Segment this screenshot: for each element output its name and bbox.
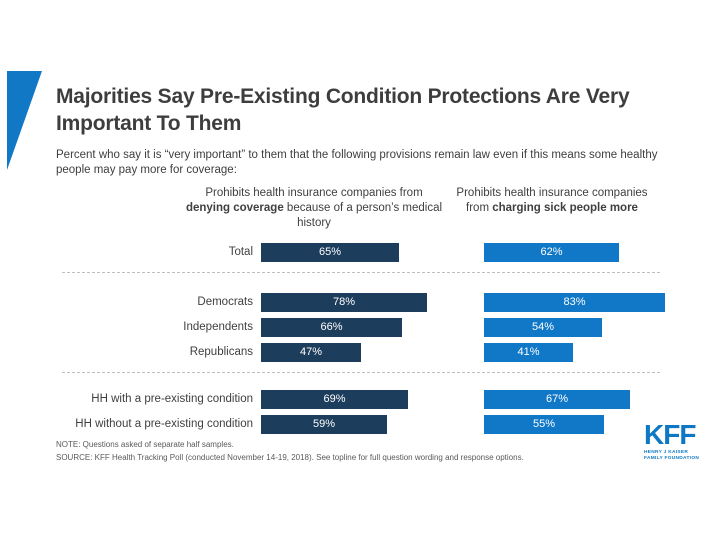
- footnotes: NOTE: Questions asked of separate half s…: [56, 439, 616, 465]
- dashed-divider-top: [62, 272, 660, 273]
- header-post-text: because of a person’s medical history: [283, 201, 443, 229]
- bar: 55%: [484, 415, 604, 434]
- row-label: HH with a pre-existing condition: [91, 393, 253, 405]
- header-pre-text: Prohibits health insurance companies fro…: [456, 187, 648, 214]
- bar: 83%: [484, 293, 665, 312]
- bar: 66%: [261, 318, 402, 337]
- header-bold-text: charging sick people more: [492, 201, 638, 214]
- bar: 59%: [261, 415, 387, 434]
- header-pre-text: Prohibits health insurance companies fro…: [205, 187, 423, 199]
- slide-subtitle: Percent who say it is “very important” t…: [56, 149, 658, 176]
- kff-logo-text: KFF: [644, 419, 696, 450]
- row-label: Independents: [183, 321, 253, 333]
- source-text: SOURCE: KFF Health Tracking Poll (conduc…: [56, 452, 524, 462]
- kff-logo-subline1: HENRY J KAISER: [644, 450, 689, 455]
- bar: 41%: [484, 343, 573, 362]
- bar: 54%: [484, 318, 602, 337]
- row-label: Republicans: [189, 346, 253, 358]
- kff-logo: KFF HENRY J KAISER FAMILY FOUNDATION: [644, 421, 714, 463]
- column-header-charging-sick: Prohibits health insurance companies fro…: [452, 186, 652, 216]
- kff-logo-subtext: HENRY J KAISER FAMILY FOUNDATION: [644, 450, 714, 463]
- row-label: Democrats: [197, 296, 253, 308]
- kff-logo-subline2: FAMILY FOUNDATION: [644, 456, 700, 462]
- column-header-denying-coverage: Prohibits health insurance companies fro…: [183, 186, 445, 231]
- row-label: Total: [228, 246, 253, 258]
- dashed-divider-bottom: [62, 372, 660, 373]
- page-title: Majorities Say Pre-Existing Condition Pr…: [56, 85, 630, 135]
- corner-triangle-decoration: [7, 71, 42, 170]
- bar: 62%: [484, 243, 619, 262]
- bar: 47%: [261, 343, 361, 362]
- bar: 67%: [484, 390, 630, 409]
- bar: 78%: [261, 293, 427, 312]
- note-text: NOTE: Questions asked of separate half s…: [56, 440, 234, 449]
- bar: 65%: [261, 243, 399, 262]
- header-bold-text: denying coverage: [185, 201, 284, 214]
- bar: 69%: [261, 390, 408, 409]
- row-label: HH without a pre-existing condition: [75, 418, 253, 430]
